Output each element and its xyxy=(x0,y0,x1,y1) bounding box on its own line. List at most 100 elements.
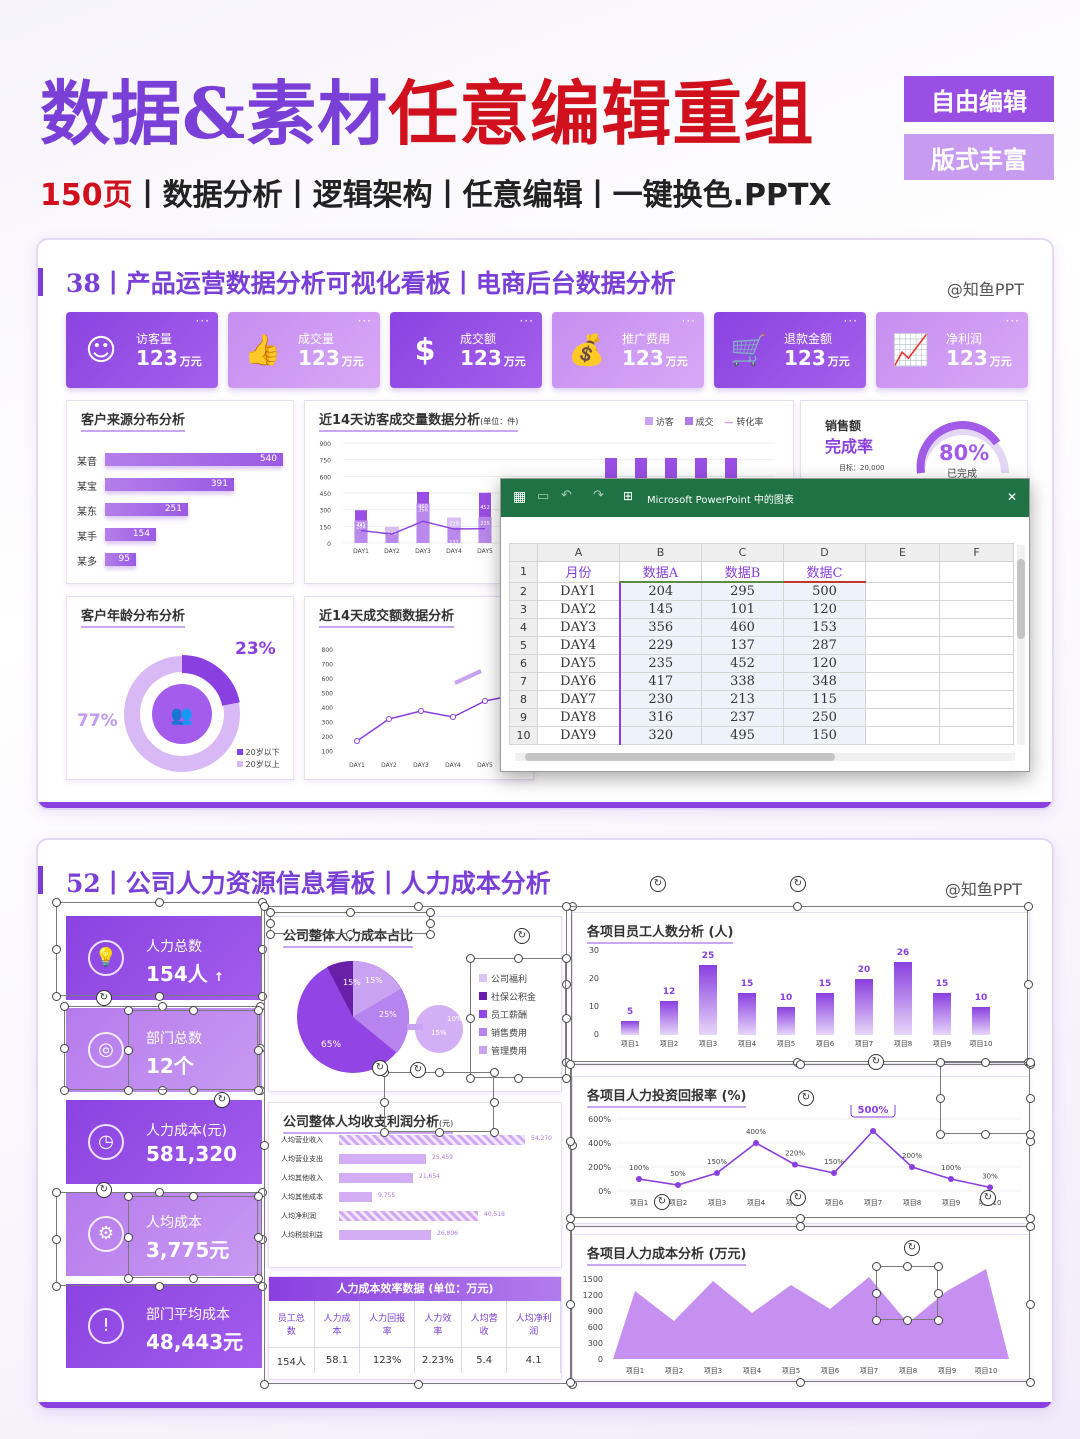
resize-handle[interactable] xyxy=(189,1086,198,1095)
resize-handle[interactable] xyxy=(466,1074,475,1083)
sheet-cell[interactable]: DAY8 xyxy=(537,707,621,727)
sheet-cell[interactable]: 120 xyxy=(783,599,866,619)
sheet-cell[interactable]: 348 xyxy=(783,671,866,691)
resize-handle[interactable] xyxy=(426,919,435,928)
resize-handle[interactable] xyxy=(934,1262,943,1271)
sheet-cell[interactable] xyxy=(939,725,1014,745)
sheet-cell[interactable]: 101 xyxy=(701,599,784,619)
resize-handle[interactable] xyxy=(52,945,61,954)
sheet-cell[interactable]: 237 xyxy=(701,707,784,727)
rotate-handle-icon[interactable]: ↻ xyxy=(214,1092,230,1108)
sheet-cell[interactable] xyxy=(865,581,940,601)
sheet-cell[interactable] xyxy=(939,635,1014,655)
sheet-cell[interactable]: 287 xyxy=(783,635,866,655)
sheet-cell[interactable] xyxy=(939,689,1014,709)
resize-handle[interactable] xyxy=(189,1274,198,1283)
row-header[interactable]: 10 xyxy=(509,725,538,745)
sheet-cell[interactable]: 数据A xyxy=(619,561,702,583)
sheet-cell[interactable]: 316 xyxy=(619,707,702,727)
kpi-card[interactable]: 👍 ··· 成交量 123 万元 xyxy=(228,312,380,388)
resize-handle[interactable] xyxy=(903,1316,912,1325)
sheet-cell[interactable]: DAY9 xyxy=(537,725,621,745)
kpi-card[interactable]: 🛒 ··· 退款金额 123 万元 xyxy=(714,312,866,388)
rotate-handle-icon[interactable]: ↻ xyxy=(868,1054,884,1070)
resize-handle[interactable] xyxy=(254,1192,263,1201)
sheet-cell[interactable] xyxy=(939,707,1014,727)
resize-handle[interactable] xyxy=(414,902,423,911)
rotate-handle-icon[interactable]: ↻ xyxy=(790,876,806,892)
sheet-cell[interactable] xyxy=(865,689,940,709)
sheet-cell[interactable]: 460 xyxy=(701,617,784,637)
resize-handle[interactable] xyxy=(796,1060,805,1069)
resize-handle[interactable] xyxy=(254,1086,263,1095)
resize-handle[interactable] xyxy=(1026,1058,1035,1067)
resize-handle[interactable] xyxy=(936,1058,945,1067)
sheet-cell[interactable]: 356 xyxy=(619,617,702,637)
kpi-card[interactable]: $ ··· 成交额 123 万元 xyxy=(390,312,542,388)
column-header[interactable]: D xyxy=(783,543,866,562)
selection-box[interactable] xyxy=(56,902,262,996)
sheet-cell[interactable]: 338 xyxy=(701,671,784,691)
sheet-cell[interactable]: 213 xyxy=(701,689,784,709)
sheet-cell[interactable] xyxy=(865,635,940,655)
more-icon[interactable]: ··· xyxy=(681,314,696,328)
rotate-handle-icon[interactable]: ↻ xyxy=(904,1240,920,1256)
sheet-cell[interactable] xyxy=(939,581,1014,601)
resize-handle[interactable] xyxy=(266,908,275,917)
rotate-handle-icon[interactable]: ↻ xyxy=(96,990,112,1006)
row-header[interactable]: 7 xyxy=(509,671,538,691)
sheet-cell[interactable] xyxy=(939,599,1014,619)
resize-handle[interactable] xyxy=(426,908,435,917)
resize-handle[interactable] xyxy=(60,1002,69,1011)
resize-handle[interactable] xyxy=(52,1188,61,1197)
resize-handle[interactable] xyxy=(490,1128,499,1137)
row-header[interactable]: 2 xyxy=(509,581,538,601)
sheet-cell[interactable]: DAY4 xyxy=(537,635,621,655)
resize-handle[interactable] xyxy=(566,1378,575,1387)
column-header[interactable]: C xyxy=(701,543,784,562)
sheet-cell[interactable]: 250 xyxy=(783,707,866,727)
rotate-handle-icon[interactable]: ↻ xyxy=(654,1194,670,1210)
resize-handle[interactable] xyxy=(435,1068,444,1077)
selection-box[interactable] xyxy=(876,1266,938,1320)
sheet-cell[interactable]: DAY1 xyxy=(537,581,621,601)
close-icon[interactable]: ✕ xyxy=(1006,490,1017,504)
column-header[interactable]: F xyxy=(939,543,1014,562)
sheet-cell[interactable]: 452 xyxy=(701,653,784,673)
resize-handle[interactable] xyxy=(260,1141,269,1150)
resize-handle[interactable] xyxy=(562,1074,571,1083)
resize-handle[interactable] xyxy=(260,902,269,911)
sheet-cell[interactable] xyxy=(865,671,940,691)
row-header[interactable]: 3 xyxy=(509,599,538,619)
kpi-card[interactable]: ☺ ··· 访客量 123 万元 xyxy=(66,312,218,388)
sheet-cell[interactable]: DAY7 xyxy=(537,689,621,709)
resize-handle[interactable] xyxy=(793,902,802,911)
selection-box[interactable] xyxy=(128,1010,258,1090)
sheet-cell[interactable] xyxy=(939,653,1014,673)
resize-handle[interactable] xyxy=(266,930,275,939)
hr-kpi-card[interactable]: 💡 人力总数 154人 ↑ xyxy=(66,916,262,1000)
resize-handle[interactable] xyxy=(566,1300,575,1309)
resize-handle[interactable] xyxy=(189,1192,198,1201)
sheet-cell[interactable] xyxy=(865,561,940,583)
rotate-handle-icon[interactable]: ↻ xyxy=(980,1190,996,1206)
resize-handle[interactable] xyxy=(60,1086,69,1095)
resize-handle[interactable] xyxy=(124,1233,133,1242)
selection-box[interactable] xyxy=(940,1062,1030,1134)
resize-handle[interactable] xyxy=(60,1044,69,1053)
resize-handle[interactable] xyxy=(158,1086,167,1095)
rotate-handle-icon[interactable]: ↻ xyxy=(790,1190,806,1206)
row-header[interactable]: 5 xyxy=(509,635,538,655)
resize-handle[interactable] xyxy=(435,1128,444,1137)
resize-handle[interactable] xyxy=(155,898,164,907)
resize-handle[interactable] xyxy=(346,930,355,939)
resize-handle[interactable] xyxy=(155,1282,164,1291)
resize-handle[interactable] xyxy=(981,1058,990,1067)
resize-handle[interactable] xyxy=(124,1046,133,1055)
more-icon[interactable]: ··· xyxy=(843,314,858,328)
resize-handle[interactable] xyxy=(981,1130,990,1139)
resize-handle[interactable] xyxy=(52,898,61,907)
resize-handle[interactable] xyxy=(562,1014,571,1023)
resize-handle[interactable] xyxy=(254,1233,263,1242)
kpi-card[interactable]: 💰 ··· 推广费用 123 万元 xyxy=(552,312,704,388)
